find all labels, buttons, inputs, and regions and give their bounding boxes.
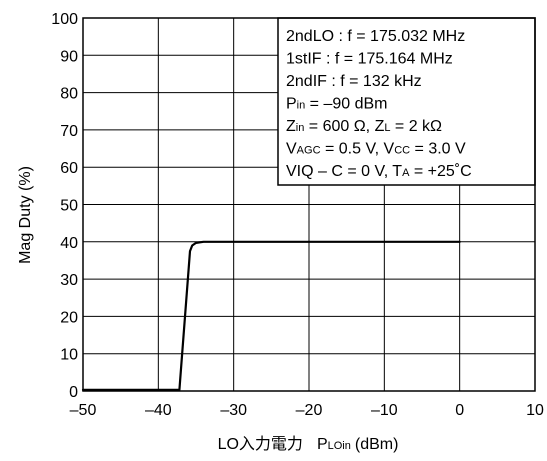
y-tick-label: 100: [51, 11, 78, 28]
annotation-box: 2ndLO : f = 175.032 MHz 1stIF : f = 175.1…: [277, 17, 536, 186]
annotation-subscript: CC: [394, 145, 410, 157]
y-tick-label: 80: [60, 86, 78, 103]
x-tick-label: 10: [526, 402, 544, 419]
annotation-line: Zin = 600 Ω, ZL = 2 kΩ: [286, 118, 442, 135]
x-tick-label: 0: [455, 402, 464, 419]
y-tick-label: 90: [60, 48, 78, 65]
x-tick-label: –30: [220, 402, 247, 419]
annotation-text: = 2 kΩ: [390, 118, 442, 135]
annotation-subscript: in: [297, 100, 306, 112]
x-axis-label: LO入力電力 PLOin (dBm): [218, 435, 399, 453]
x-axis-label-unit: (dBm): [355, 436, 399, 453]
y-tick-label: 70: [60, 123, 78, 140]
annotation-text: 1stIF : f = 175.164 MHz: [286, 51, 453, 68]
annotation-subscript: L: [384, 122, 390, 134]
annotation-text: = –90 dBm: [305, 96, 387, 113]
x-tick-label: –20: [296, 402, 323, 419]
annotation-line: 2ndLO : f = 175.032 MHz: [286, 28, 465, 45]
y-tick-label: 20: [60, 309, 78, 326]
annotation-subscript: in: [296, 122, 305, 134]
x-tick-label: –50: [70, 402, 97, 419]
annotation-line: 2ndIF : f = 132 kHz: [286, 73, 422, 90]
y-tick-labels: 0 10 20 30 40 50 60 70 80 90 100: [51, 11, 78, 401]
annotation-text: Z: [286, 118, 296, 135]
x-axis-label-symbol-sub: LOin: [328, 440, 351, 452]
series-line: [81, 240, 461, 391]
y-tick-label: 30: [60, 272, 78, 289]
annotation-subscript: A: [402, 167, 410, 179]
y-tick-label: 10: [60, 347, 78, 364]
annotation-text: = 0.5 V, V: [321, 141, 395, 158]
x-axis-label-symbol: P: [317, 436, 328, 453]
y-tick-label: 60: [60, 160, 78, 177]
y-tick-label: 40: [60, 235, 78, 252]
annotation-line: VAGC = 0.5 V, VCC = 3.0 V: [286, 141, 466, 158]
y-axis-label: Mag Duty (%): [17, 166, 34, 264]
x-tick-label: –40: [145, 402, 172, 419]
annotation-text: V: [286, 141, 297, 158]
annotation-text: VIQ – C = 0 V, T: [286, 163, 402, 180]
y-tick-label: 0: [69, 384, 78, 401]
annotation-line: VIQ – C = 0 V, TA = +25˚C: [286, 163, 472, 180]
annotation-subscript: AGC: [297, 145, 321, 157]
y-tick-label: 50: [60, 198, 78, 215]
annotation-text: 2ndLO : f = 175.032 MHz: [286, 28, 465, 45]
series-layer: [81, 240, 461, 391]
annotation-text: P: [286, 96, 297, 113]
annotation-text: 2ndIF : f = 132 kHz: [286, 73, 422, 90]
x-tick-labels: –50 –40 –30 –20 –10 0 10: [70, 402, 544, 419]
annotation-text: = 3.0 V: [410, 141, 466, 158]
plot-frame: [82, 17, 536, 392]
annotation-text: = +25˚C: [409, 163, 471, 180]
annotation-line: 1stIF : f = 175.164 MHz: [286, 51, 453, 68]
x-axis-label-main: LO入力電力: [218, 435, 303, 453]
annotation-text: = 600 Ω, Z: [304, 118, 384, 135]
annotation-line: Pin = –90 dBm: [286, 96, 388, 113]
x-tick-label: –10: [371, 402, 398, 419]
